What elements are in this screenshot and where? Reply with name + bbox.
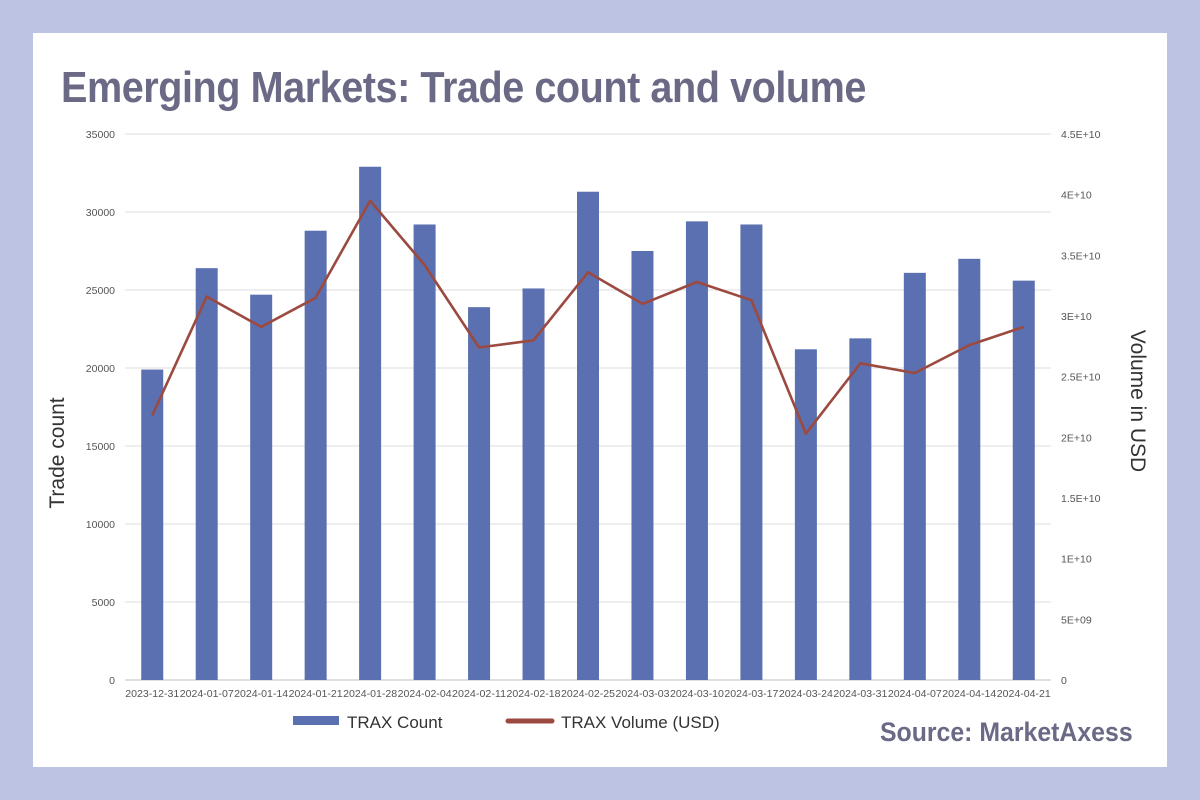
left-tick-label: 35000	[86, 129, 115, 141]
right-tick-label: 4E+10	[1061, 190, 1092, 202]
left-tick-label: 20000	[86, 363, 115, 375]
left-tick-label: 15000	[86, 441, 115, 453]
x-tick-label: 2024-02-11	[452, 688, 506, 700]
bar	[141, 369, 164, 680]
left-tick-label: 25000	[86, 285, 115, 297]
x-tick-label: 2024-03-24	[779, 688, 833, 700]
left-tick-label: 30000	[86, 207, 115, 219]
bar	[740, 224, 763, 681]
bar	[359, 166, 382, 680]
bar	[903, 272, 926, 680]
x-tick-label: 2023-12-31	[125, 688, 179, 700]
x-tick-label: 2024-02-25	[561, 688, 615, 700]
left-axis-title: Trade count	[46, 397, 69, 508]
x-tick-label: 2024-03-31	[833, 688, 887, 700]
right-tick-label: 3E+10	[1061, 311, 1092, 323]
x-axis: 2023-12-31 2024-01-07 2024-01-14 2024-01-21…	[125, 688, 1051, 700]
bar	[304, 230, 327, 680]
source-credit: Source: MarketAxess	[880, 717, 1133, 747]
x-tick-label: 2024-02-18	[507, 688, 561, 700]
bar	[849, 338, 872, 680]
volume-line	[151, 199, 1025, 436]
x-tick-label: 2024-01-21	[289, 688, 343, 700]
left-axis: 0 5000 10000 15000 20000 25000 30000 35000	[86, 129, 115, 687]
chart-area: 0 5000 10000 15000 20000 25000 30000 35000 0 5E+…	[46, 129, 1149, 732]
legend-swatch-trax-count	[293, 716, 339, 725]
x-tick-label: 2024-04-14	[942, 688, 996, 700]
legend-label-trax-count: TRAX Count	[347, 713, 443, 732]
right-tick-label: 3.5E+10	[1061, 250, 1101, 262]
legend-label-trax-volume: TRAX Volume (USD)	[561, 713, 720, 732]
line-series	[151, 199, 1025, 436]
x-tick-label: 2024-03-17	[724, 688, 778, 700]
legend: TRAX Count TRAX Volume (USD)	[293, 713, 720, 732]
right-tick-label: 2.5E+10	[1061, 372, 1101, 384]
right-tick-label: 2E+10	[1061, 432, 1092, 444]
bar	[631, 251, 654, 680]
x-tick-label: 2024-02-04	[398, 688, 452, 700]
bar	[794, 349, 817, 680]
x-tick-label: 2024-01-28	[343, 688, 397, 700]
x-tick-label: 2024-04-07	[888, 688, 942, 700]
right-tick-label: 0	[1061, 675, 1067, 687]
right-tick-label: 5E+09	[1061, 614, 1092, 626]
bar	[250, 294, 273, 680]
bar	[195, 268, 218, 680]
bar	[577, 191, 599, 680]
left-tick-label: 10000	[86, 519, 115, 531]
bar	[958, 258, 981, 680]
right-tick-label: 1.5E+10	[1061, 493, 1101, 505]
x-tick-label: 2024-01-07	[180, 688, 234, 700]
bar	[413, 224, 436, 681]
bar-series	[141, 166, 1035, 681]
right-tick-label: 1E+10	[1061, 554, 1092, 566]
bar	[1012, 280, 1035, 680]
page-title: Emerging Markets: Trade count and volume	[61, 63, 866, 112]
x-tick-label: 2024-03-10	[670, 688, 724, 700]
bar	[685, 221, 708, 681]
x-tick-label: 2024-04-21	[997, 688, 1051, 700]
x-tick-label: 2024-03-03	[615, 688, 669, 700]
bar	[468, 307, 491, 680]
chart-card: Emerging Markets: Trade count and volume…	[33, 33, 1167, 767]
left-tick-label: 0	[109, 675, 115, 687]
x-tick-label: 2024-01-14	[234, 688, 288, 700]
right-tick-label: 4.5E+10	[1061, 129, 1101, 141]
left-tick-label: 5000	[92, 597, 116, 609]
right-axis: 0 5E+09 1E+10 1.5E+10 2E+10 2.5E+10 3E+10 3.5E+…	[1061, 129, 1101, 687]
bar	[522, 288, 545, 680]
right-axis-title: Volume in USD	[1126, 330, 1149, 472]
